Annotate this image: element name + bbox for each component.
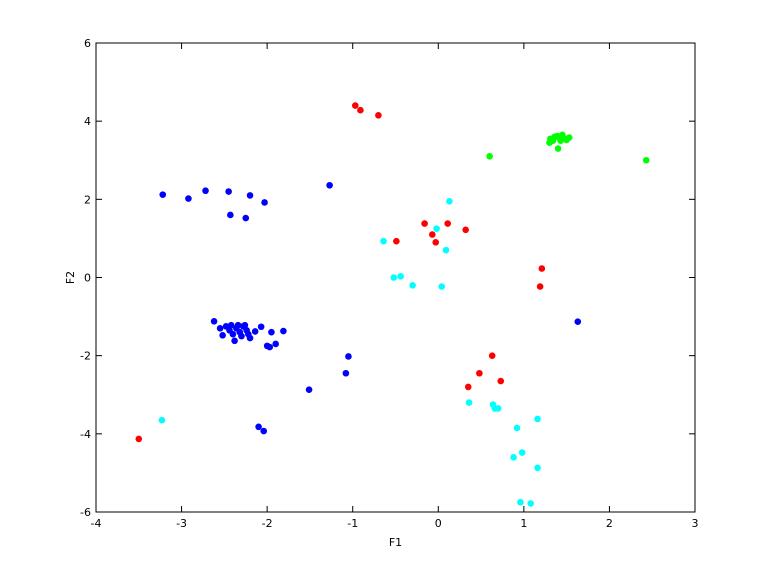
- x-tick-label: -4: [91, 517, 102, 530]
- axis-ticks: [95, 42, 696, 513]
- x-tick-label: -1: [347, 517, 358, 530]
- data-point: [428, 231, 436, 238]
- data-point: [351, 102, 359, 109]
- data-point: [135, 435, 143, 443]
- data-point: [409, 282, 416, 289]
- data-point: [242, 214, 250, 222]
- data-point: [488, 352, 496, 359]
- data-point: [462, 226, 469, 234]
- data-point: [342, 369, 350, 377]
- data-point: [255, 423, 262, 431]
- x-tick-label: -2: [262, 517, 273, 530]
- y-tick-label: 6: [84, 37, 91, 50]
- data-point: [497, 377, 505, 385]
- data-point: [257, 323, 265, 331]
- data-point: [574, 318, 582, 325]
- data-point: [238, 332, 245, 340]
- data-point: [260, 427, 268, 435]
- y-tick-label: 0: [84, 272, 91, 285]
- data-point: [202, 187, 209, 195]
- data-point: [538, 265, 546, 272]
- data-point: [261, 199, 268, 206]
- data-point: [565, 134, 573, 141]
- data-point: [227, 211, 234, 219]
- y-tick-label: -6: [80, 506, 91, 519]
- data-point: [210, 317, 218, 325]
- data-point: [432, 239, 440, 246]
- data-point: [534, 415, 541, 423]
- x-tick-label: 1: [520, 517, 527, 530]
- y-axis-label: F2: [64, 271, 77, 284]
- x-tick-label: 2: [606, 517, 613, 530]
- data-point: [421, 220, 428, 227]
- data-point: [433, 225, 440, 232]
- y-tick-label: -4: [80, 428, 91, 441]
- x-axis-label: F1: [389, 536, 402, 549]
- x-tick-label: 3: [692, 517, 699, 530]
- data-point: [280, 327, 287, 335]
- data-point: [234, 321, 242, 329]
- data-point: [246, 334, 254, 342]
- data-point: [510, 453, 517, 461]
- data-point: [159, 191, 167, 198]
- data-point: [527, 500, 535, 507]
- data-point: [534, 464, 541, 472]
- data-point: [185, 195, 192, 202]
- data-point: [397, 273, 404, 280]
- y-tick-label: 4: [84, 115, 91, 128]
- data-points: [135, 102, 650, 507]
- data-point: [518, 449, 526, 456]
- data-point: [554, 145, 562, 152]
- data-point: [464, 383, 472, 391]
- data-point: [476, 369, 483, 377]
- data-point: [438, 283, 446, 290]
- data-point: [536, 283, 544, 290]
- data-point: [268, 328, 275, 336]
- data-point: [251, 328, 259, 335]
- data-point: [246, 192, 254, 199]
- data-point: [390, 274, 398, 281]
- data-point: [229, 330, 237, 338]
- x-tick-label: -3: [176, 517, 187, 530]
- data-point: [241, 321, 249, 329]
- data-point: [642, 156, 650, 164]
- data-point: [393, 237, 400, 245]
- data-point: [266, 343, 274, 351]
- data-point: [272, 340, 280, 348]
- data-point: [216, 325, 224, 332]
- data-point: [225, 188, 232, 195]
- data-point: [486, 153, 493, 160]
- data-point: [513, 424, 521, 432]
- data-point: [305, 386, 313, 393]
- data-point: [158, 416, 166, 424]
- data-point: [375, 112, 382, 119]
- data-point: [444, 220, 451, 227]
- data-point: [517, 498, 524, 506]
- data-point: [357, 106, 364, 114]
- x-tick-label: 0: [435, 517, 442, 530]
- data-point: [465, 399, 473, 406]
- data-point: [380, 237, 387, 245]
- data-point: [231, 337, 238, 345]
- data-point: [446, 197, 453, 205]
- data-point: [442, 246, 450, 254]
- y-tick-label: 2: [84, 193, 91, 206]
- data-point: [345, 353, 352, 360]
- data-point: [227, 321, 235, 329]
- y-tick-label: -2: [80, 350, 91, 363]
- data-point: [326, 181, 333, 189]
- data-point: [494, 405, 502, 412]
- data-point: [219, 332, 226, 339]
